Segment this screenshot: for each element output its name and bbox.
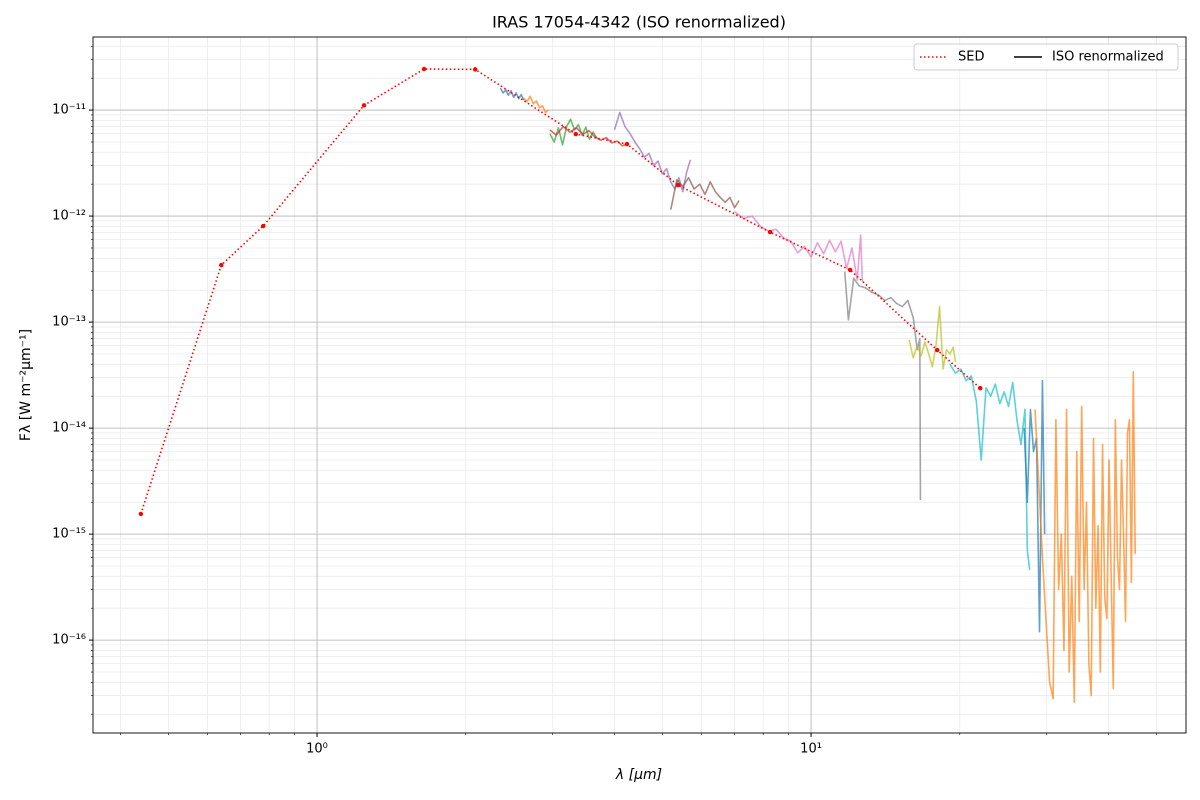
sed-point bbox=[934, 347, 940, 353]
iso-segment bbox=[1034, 370, 1137, 703]
sed-point bbox=[421, 66, 427, 72]
sed-point bbox=[675, 182, 681, 188]
plot-area bbox=[138, 66, 1137, 703]
iso-segment bbox=[949, 363, 1031, 570]
legend-label: SED bbox=[958, 50, 984, 65]
y-tick-label: 10⁻¹² bbox=[52, 209, 86, 224]
chart-title: IRAS 17054-4342 (ISO renormalized) bbox=[492, 13, 786, 32]
sed-point bbox=[472, 67, 478, 72]
x-tick-label: 10⁰ bbox=[306, 742, 328, 757]
y-tick-label: 10⁻¹⁵ bbox=[52, 527, 86, 542]
plot-frame bbox=[92, 36, 1187, 734]
x-tick-label: 10¹ bbox=[800, 742, 822, 757]
sed-point bbox=[219, 262, 224, 268]
iso-segment bbox=[1023, 379, 1046, 633]
sed-point bbox=[138, 511, 144, 517]
iso-segment bbox=[843, 271, 922, 500]
legend-label: ISO renormalized bbox=[1052, 50, 1164, 65]
sed-point bbox=[260, 223, 266, 229]
y-tick-label: 10⁻¹¹ bbox=[52, 103, 86, 118]
iso-segment bbox=[669, 176, 740, 210]
iso-segment bbox=[499, 87, 525, 101]
iso-segment bbox=[734, 211, 864, 282]
legend-box bbox=[913, 43, 1179, 71]
sed-point bbox=[361, 103, 367, 108]
y-tick-label: 10⁻¹⁶ bbox=[52, 633, 86, 648]
iso-segment bbox=[523, 95, 549, 114]
iso-segment bbox=[549, 125, 628, 147]
y-tick-label: 10⁻¹⁴ bbox=[52, 421, 86, 436]
iso-segment bbox=[908, 305, 957, 370]
sed-point bbox=[767, 229, 773, 235]
sed-point bbox=[573, 131, 578, 137]
sed-point bbox=[624, 141, 630, 147]
x-axis-label: λ [μm] bbox=[615, 767, 662, 783]
y-axis-label: Fλ [W m⁻²μm⁻¹] bbox=[18, 329, 34, 441]
sed-point bbox=[978, 385, 983, 391]
y-tick-label: 10⁻¹³ bbox=[52, 315, 86, 330]
iso-segment bbox=[613, 111, 692, 193]
sed-point bbox=[847, 267, 853, 273]
